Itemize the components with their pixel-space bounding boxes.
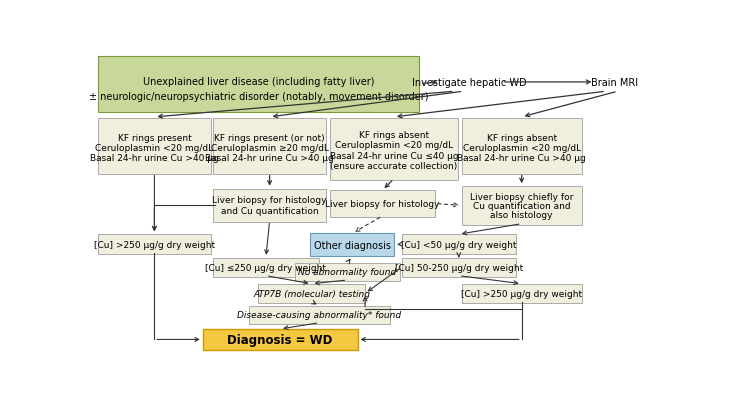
- Text: Liver biopsy chiefly for: Liver biopsy chiefly for: [470, 192, 573, 201]
- Text: [Cu] >250 μg/g dry weight: [Cu] >250 μg/g dry weight: [461, 289, 582, 298]
- Text: Ceruloplasmin <20 mg/dL: Ceruloplasmin <20 mg/dL: [95, 143, 213, 152]
- Text: Disease-causing abnormality* found: Disease-causing abnormality* found: [237, 310, 402, 319]
- Text: Basal 24-hr urine Cu ≤40 μg: Basal 24-hr urine Cu ≤40 μg: [330, 152, 458, 160]
- Text: Basal 24-hr urine Cu >40 μg: Basal 24-hr urine Cu >40 μg: [90, 154, 219, 162]
- FancyBboxPatch shape: [249, 306, 390, 324]
- Text: ± neurologic/neuropsychiatric disorder (notably, movement disorder): ± neurologic/neuropsychiatric disorder (…: [89, 92, 428, 102]
- FancyBboxPatch shape: [98, 235, 211, 254]
- Text: Investigate hepatic WD: Investigate hepatic WD: [412, 78, 526, 88]
- Text: Diagnosis = WD: Diagnosis = WD: [228, 333, 333, 346]
- Text: KF rings absent: KF rings absent: [487, 134, 556, 143]
- FancyBboxPatch shape: [402, 235, 516, 254]
- Text: Liver biopsy for histology: Liver biopsy for histology: [213, 196, 327, 205]
- FancyBboxPatch shape: [213, 189, 326, 222]
- FancyBboxPatch shape: [258, 284, 365, 303]
- Text: ATP7B (molecular) testing: ATP7B (molecular) testing: [253, 289, 370, 298]
- Text: Ceruloplasmin <20 mg/dL: Ceruloplasmin <20 mg/dL: [335, 141, 453, 150]
- FancyBboxPatch shape: [213, 118, 326, 174]
- Text: [Cu] <50 μg/g dry weight: [Cu] <50 μg/g dry weight: [401, 240, 517, 249]
- Text: Basal 24-hr urine Cu >40 μg: Basal 24-hr urine Cu >40 μg: [205, 154, 334, 162]
- FancyBboxPatch shape: [330, 118, 458, 180]
- Text: Other diagnosis: Other diagnosis: [314, 240, 391, 250]
- Text: [Cu] >250 μg/g dry weight: [Cu] >250 μg/g dry weight: [94, 240, 215, 249]
- FancyBboxPatch shape: [213, 258, 318, 277]
- FancyBboxPatch shape: [98, 118, 211, 174]
- FancyBboxPatch shape: [402, 258, 516, 277]
- Text: [Cu] 50-250 μg/g dry weight: [Cu] 50-250 μg/g dry weight: [395, 263, 523, 272]
- Text: Basal 24-hr urine Cu >40 μg: Basal 24-hr urine Cu >40 μg: [457, 154, 586, 162]
- FancyBboxPatch shape: [310, 234, 394, 257]
- Text: Cu quantification and: Cu quantification and: [473, 201, 571, 211]
- Text: Ceruloplasmin ≥20 mg/dL: Ceruloplasmin ≥20 mg/dL: [210, 143, 329, 152]
- FancyBboxPatch shape: [462, 284, 581, 303]
- Text: KF rings present (or not): KF rings present (or not): [214, 134, 325, 143]
- Text: [Cu] ≤250 μg/g dry weight: [Cu] ≤250 μg/g dry weight: [205, 263, 327, 272]
- Text: Ceruloplasmin <20 mg/dL: Ceruloplasmin <20 mg/dL: [463, 143, 581, 152]
- FancyBboxPatch shape: [462, 187, 581, 225]
- Text: Brain MRI: Brain MRI: [591, 78, 638, 88]
- Text: also histology: also histology: [490, 211, 553, 220]
- FancyBboxPatch shape: [294, 263, 400, 281]
- Text: (ensure accurate collection): (ensure accurate collection): [330, 162, 457, 171]
- FancyBboxPatch shape: [203, 329, 357, 350]
- FancyBboxPatch shape: [462, 118, 581, 174]
- FancyBboxPatch shape: [330, 191, 435, 217]
- Text: No abnormality found: No abnormality found: [298, 268, 397, 277]
- Text: Liver biopsy for histology: Liver biopsy for histology: [325, 200, 439, 209]
- Text: Unexplained liver disease (including fatty liver): Unexplained liver disease (including fat…: [143, 76, 374, 86]
- Text: KF rings absent: KF rings absent: [359, 131, 429, 140]
- Text: and Cu quantification: and Cu quantification: [221, 207, 318, 216]
- Text: KF rings present: KF rings present: [117, 134, 192, 143]
- FancyBboxPatch shape: [98, 57, 418, 112]
